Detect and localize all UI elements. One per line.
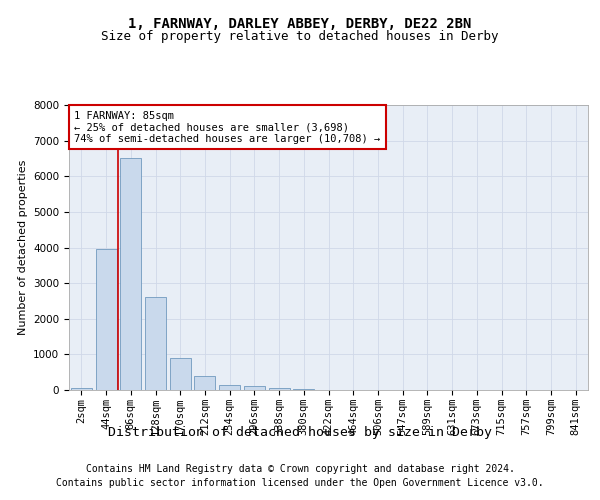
- Bar: [120, 158, 141, 390]
- Text: 1, FARNWAY, DARLEY ABBEY, DERBY, DE22 2BN: 1, FARNWAY, DARLEY ABBEY, DERBY, DE22 2B…: [128, 18, 472, 32]
- Bar: [170, 358, 191, 390]
- Text: 1 FARNWAY: 85sqm
← 25% of detached houses are smaller (3,698)
74% of semi-detach: 1 FARNWAY: 85sqm ← 25% of detached house…: [74, 110, 380, 144]
- Text: Contains public sector information licensed under the Open Government Licence v3: Contains public sector information licen…: [56, 478, 544, 488]
- Bar: [219, 386, 240, 390]
- Bar: [269, 388, 290, 390]
- Bar: [145, 298, 166, 390]
- Y-axis label: Number of detached properties: Number of detached properties: [17, 160, 28, 335]
- Text: Contains HM Land Registry data © Crown copyright and database right 2024.: Contains HM Land Registry data © Crown c…: [86, 464, 514, 474]
- Text: Size of property relative to detached houses in Derby: Size of property relative to detached ho…: [101, 30, 499, 43]
- Bar: [194, 376, 215, 390]
- Bar: [71, 388, 92, 390]
- Bar: [244, 386, 265, 390]
- Bar: [95, 250, 116, 390]
- Text: Distribution of detached houses by size in Derby: Distribution of detached houses by size …: [108, 426, 492, 439]
